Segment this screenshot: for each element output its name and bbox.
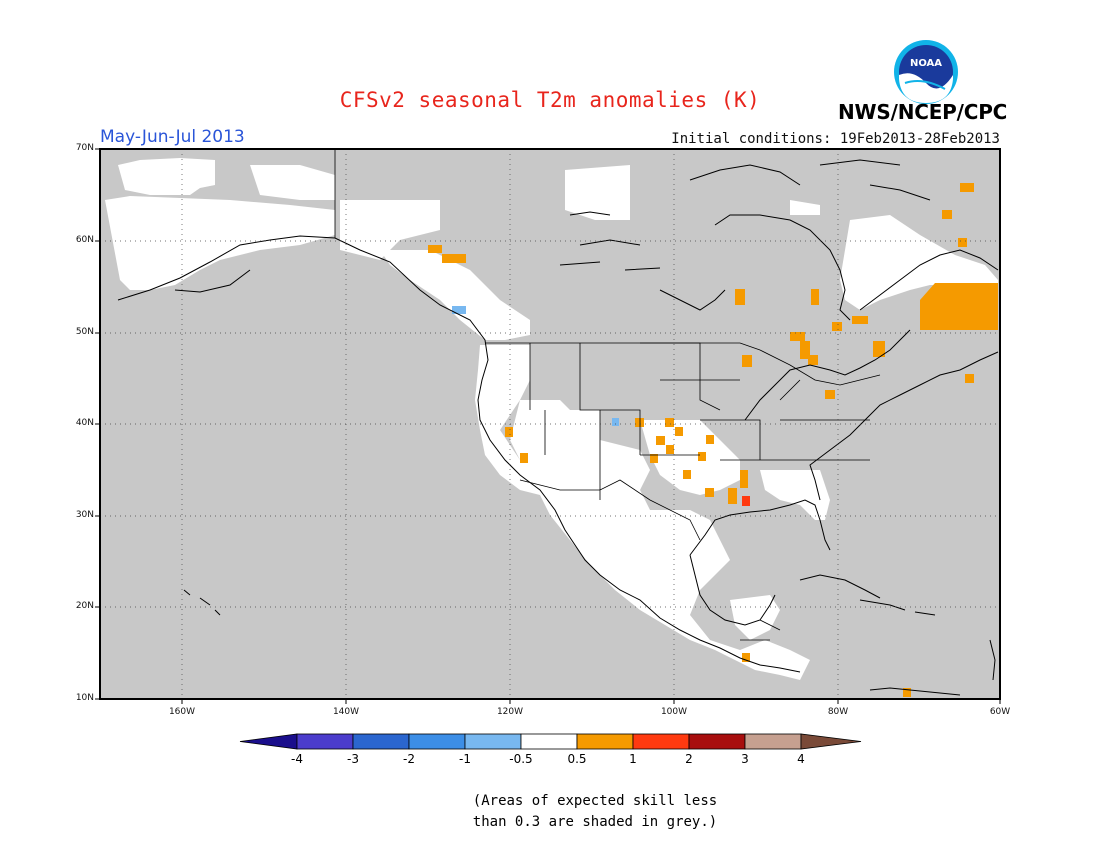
colorbar-label: 0.5	[567, 752, 587, 766]
lon-label: 120W	[496, 707, 524, 717]
cool-anomaly-cells	[452, 306, 619, 426]
lon-label: 100W	[660, 707, 688, 717]
lon-label: 140W	[332, 707, 360, 717]
lon-label: 60W	[989, 707, 1011, 717]
colorbar-label: -0.5	[509, 752, 533, 766]
neutral-regions	[105, 158, 998, 680]
lat-label: 10N	[75, 693, 94, 703]
lat-label: 50N	[75, 327, 94, 337]
colorbar-label: 3	[741, 752, 749, 766]
colorbar-label: 1	[629, 752, 637, 766]
graticule	[100, 149, 1000, 699]
colorbar-label: -2	[403, 752, 415, 766]
colorbar-label: 2	[685, 752, 693, 766]
initial-conditions-label: Initial conditions: 19Feb2013-28Feb2013	[671, 131, 1000, 147]
lat-label: 40N	[75, 418, 94, 428]
skill-note: (Areas of expected skill less than 0.3 a…	[472, 793, 718, 830]
lat-label: 60N	[75, 235, 94, 245]
colorbar-label: -1	[459, 752, 471, 766]
warm-anomaly-cells	[428, 183, 998, 697]
colorbar-label: -4	[291, 752, 303, 766]
chart-title: CFSv2 seasonal T2m anomalies (K)	[339, 88, 761, 112]
lat-label: 70N	[75, 143, 94, 153]
lon-label: 80W	[827, 707, 849, 717]
borders	[334, 149, 881, 641]
hot-anomaly-cells	[742, 496, 750, 506]
season-label: May-Jun-Jul 2013	[100, 127, 245, 147]
agency-label: NWS/NCEP/CPC	[838, 100, 1008, 124]
coastlines	[117, 159, 999, 696]
svg-text:NOAA: NOAA	[910, 58, 942, 69]
noaa-logo-icon: NOAA	[894, 40, 958, 104]
colorbar-label: 4	[797, 752, 805, 766]
lat-label: 30N	[75, 510, 94, 520]
colorbar-label: -3	[347, 752, 359, 766]
lon-label: 160W	[168, 707, 196, 717]
lat-label: 20N	[75, 601, 94, 611]
